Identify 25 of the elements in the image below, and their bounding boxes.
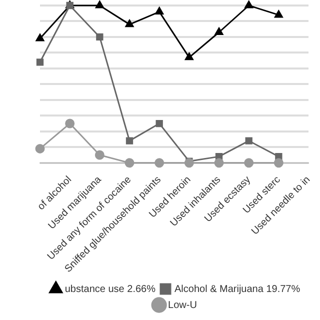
point [155,7,164,15]
legend-label: ubstance use 2.66% [64,284,156,295]
point [94,150,104,160]
point [126,137,134,144]
point [184,52,194,60]
legend-label: Low-U [168,300,197,311]
point [156,120,163,128]
point [35,144,45,154]
point [96,33,104,41]
point [245,137,252,144]
point [36,34,44,42]
point [124,158,134,168]
point [244,0,254,8]
point [184,158,194,168]
point [125,20,134,28]
point [36,58,44,66]
point [244,158,254,168]
point [214,28,224,35]
point [95,0,104,8]
point [274,10,283,18]
legend-label: Alcohol & Marijuana 19.77% [174,284,300,295]
point [274,158,284,168]
point [214,158,224,168]
point [65,118,75,128]
point [154,158,164,168]
